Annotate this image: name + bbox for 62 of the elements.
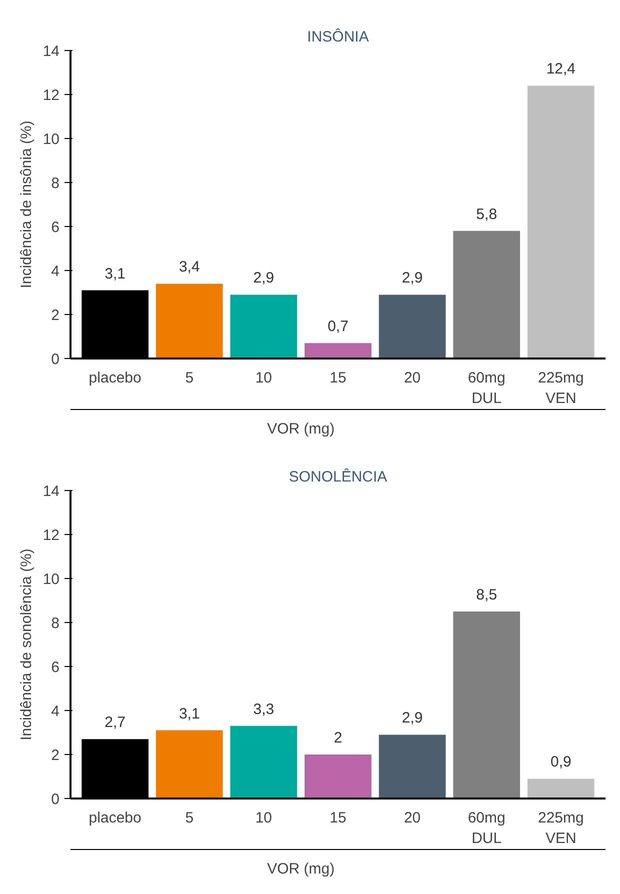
x-tick-label: 10 — [255, 810, 272, 826]
text: VOR (mg) — [267, 420, 335, 438]
x-tick-label: 225mg VEN — [538, 370, 584, 407]
y-tick-label: 14 — [42, 483, 60, 500]
y-tick-label: 6 — [51, 659, 60, 676]
data-label: 2,9 — [253, 270, 274, 287]
x-tick-label: 60mg DUL — [468, 370, 506, 407]
data-label: 3,3 — [253, 700, 274, 718]
x-tick-label: 225mg VEN — [538, 810, 584, 847]
data-label: 12,4 — [546, 60, 576, 78]
y-axis-title: Incidência de insônia (%) — [18, 120, 35, 288]
bar — [230, 726, 298, 798]
y-tick-label: 2 — [51, 307, 60, 324]
bar — [527, 778, 594, 798]
y-tick-label: 4 — [51, 703, 60, 720]
y-tick-label: 10 — [42, 131, 60, 148]
y-tick-label: 2 — [51, 747, 60, 764]
data-label: 3,1 — [104, 265, 126, 282]
data-label: 0,7 — [328, 318, 348, 336]
y-tick-label: 4 — [51, 263, 60, 280]
data-label: 2 — [334, 730, 342, 746]
x-tick-label: 5 — [185, 810, 194, 826]
y-tick-label: 12 — [42, 527, 60, 544]
y-tick-label: 0 — [51, 351, 60, 368]
x-tick-label: 60mg DUL — [468, 810, 506, 847]
x-tick-label: placebo — [88, 810, 142, 826]
bar — [156, 730, 223, 798]
x-tick-label: 10 — [255, 370, 272, 386]
y-tick-label: 0 — [51, 791, 60, 808]
y-axis-title: Incidência de sonolência (%) — [18, 548, 35, 740]
chart-title: INSÔNIA — [307, 28, 369, 46]
data-label: 3,1 — [178, 705, 200, 722]
x-tick-label: placebo — [88, 370, 142, 386]
chart-title: SONOLÊNCIA — [288, 468, 388, 486]
bar — [378, 294, 446, 358]
bar — [527, 86, 594, 358]
bar — [453, 230, 520, 358]
data-label: 5,8 — [476, 206, 498, 223]
y-tick-label: 8 — [51, 175, 60, 192]
bar — [304, 343, 372, 358]
y-tick-label: 8 — [51, 615, 60, 632]
x-tick-label: 15 — [330, 810, 346, 826]
data-label: 8,5 — [476, 586, 498, 604]
y-tick-label: 6 — [51, 219, 60, 236]
bar — [304, 754, 372, 798]
y-tick-label: 12 — [42, 87, 60, 104]
y-tick-label: 10 — [42, 571, 60, 588]
x-tick-label: 15 — [330, 370, 346, 386]
y-tick-label: 14 — [42, 43, 60, 60]
data-label: 0,9 — [550, 754, 572, 771]
bar — [453, 612, 520, 798]
text: VOR (mg) — [267, 860, 335, 878]
bar — [230, 294, 298, 358]
x-tick-label: 5 — [185, 370, 194, 386]
x-tick-label: 20 — [404, 810, 421, 826]
data-label: 2,9 — [402, 710, 423, 727]
data-label: 2,7 — [104, 714, 126, 732]
bar — [378, 734, 446, 798]
bar — [156, 284, 223, 358]
data-label: 3,4 — [178, 258, 200, 276]
x-tick-label: 20 — [404, 370, 421, 386]
data-label: 2,9 — [402, 270, 423, 287]
